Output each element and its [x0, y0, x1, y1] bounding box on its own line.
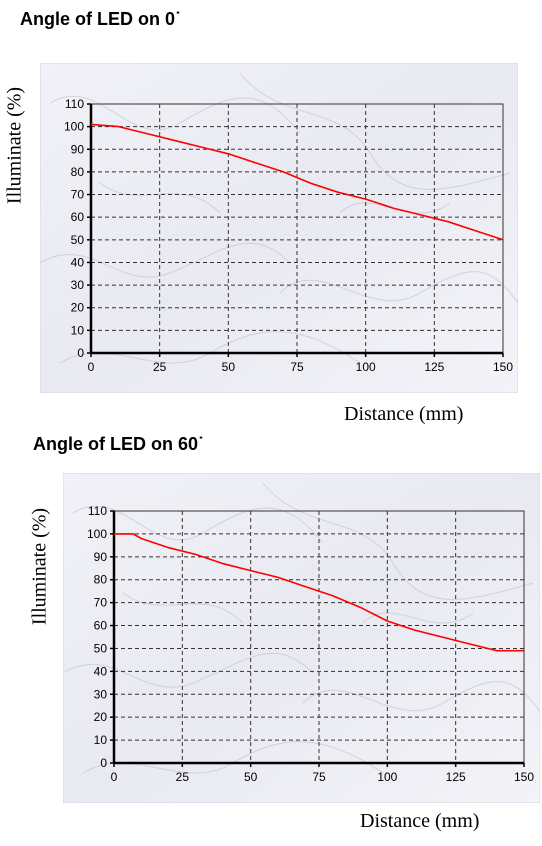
y-axis-label: Illuminate (%)	[3, 86, 26, 205]
series-line	[114, 533, 524, 652]
y-tick-label: 90	[94, 550, 108, 564]
plot-background	[63, 473, 540, 803]
y-tick-label: 20	[71, 301, 85, 315]
y-axis-label: Illuminate (%)	[28, 507, 51, 626]
y-tick-label: 10	[71, 323, 85, 337]
x-tick-label: 25	[153, 360, 167, 374]
series-line	[90, 123, 504, 241]
x-tick-label: 150	[493, 360, 513, 374]
x-tick-label: 100	[356, 360, 376, 374]
x-tick-label: 50	[222, 360, 236, 374]
x-tick-label: 125	[424, 360, 444, 374]
y-tick-label: 0	[77, 346, 84, 360]
x-axis-label: Distance (mm)	[344, 403, 464, 425]
y-tick-label: 30	[94, 687, 108, 701]
x-tick-label: 100	[377, 770, 397, 784]
chart-plot: 0 10 20 30 40 50 60 70 80 90 100 110 0 25 50 75 100 125 15…	[63, 473, 540, 803]
y-tick-label: 110	[88, 504, 107, 518]
y-tick-label: 100	[87, 527, 107, 541]
x-tick-label: 150	[514, 770, 534, 784]
y-tick-label: 20	[94, 710, 108, 724]
y-tick-label: 40	[94, 664, 108, 678]
chart-plot: 0 10 20 30 40 50 60 70 80 90 100 110 0 25 50 75 100 125 15…	[40, 63, 518, 393]
y-tick-label: 50	[71, 233, 85, 247]
chart-title: Angle of LED on 60˙	[33, 434, 204, 454]
x-tick-label: 125	[446, 770, 466, 784]
y-tick-label: 80	[71, 165, 85, 179]
plot-background	[40, 63, 518, 393]
x-axis-label: Distance (mm)	[360, 810, 480, 832]
y-tick-label: 90	[71, 142, 85, 156]
y-tick-label: 60	[71, 210, 85, 224]
x-tick-label: 50	[244, 770, 258, 784]
x-tick-label: 75	[290, 360, 304, 374]
y-tick-label: 100	[64, 120, 84, 134]
x-tick-label: 75	[312, 770, 326, 784]
x-tick-label: 25	[176, 770, 190, 784]
y-tick-label: 0	[100, 756, 107, 770]
y-tick-label: 40	[71, 255, 85, 269]
y-tick-label: 30	[71, 278, 85, 292]
y-tick-label: 70	[71, 188, 85, 202]
y-tick-label: 60	[94, 619, 108, 633]
x-tick-label: 0	[111, 770, 118, 784]
x-tick-label: 0	[88, 360, 95, 374]
chart-title: Angle of LED on 0˙	[20, 9, 181, 29]
y-tick-label: 10	[94, 733, 108, 747]
y-tick-label: 110	[65, 97, 84, 111]
y-tick-label: 50	[94, 641, 108, 655]
y-tick-label: 80	[94, 573, 108, 587]
y-tick-label: 70	[94, 596, 108, 610]
